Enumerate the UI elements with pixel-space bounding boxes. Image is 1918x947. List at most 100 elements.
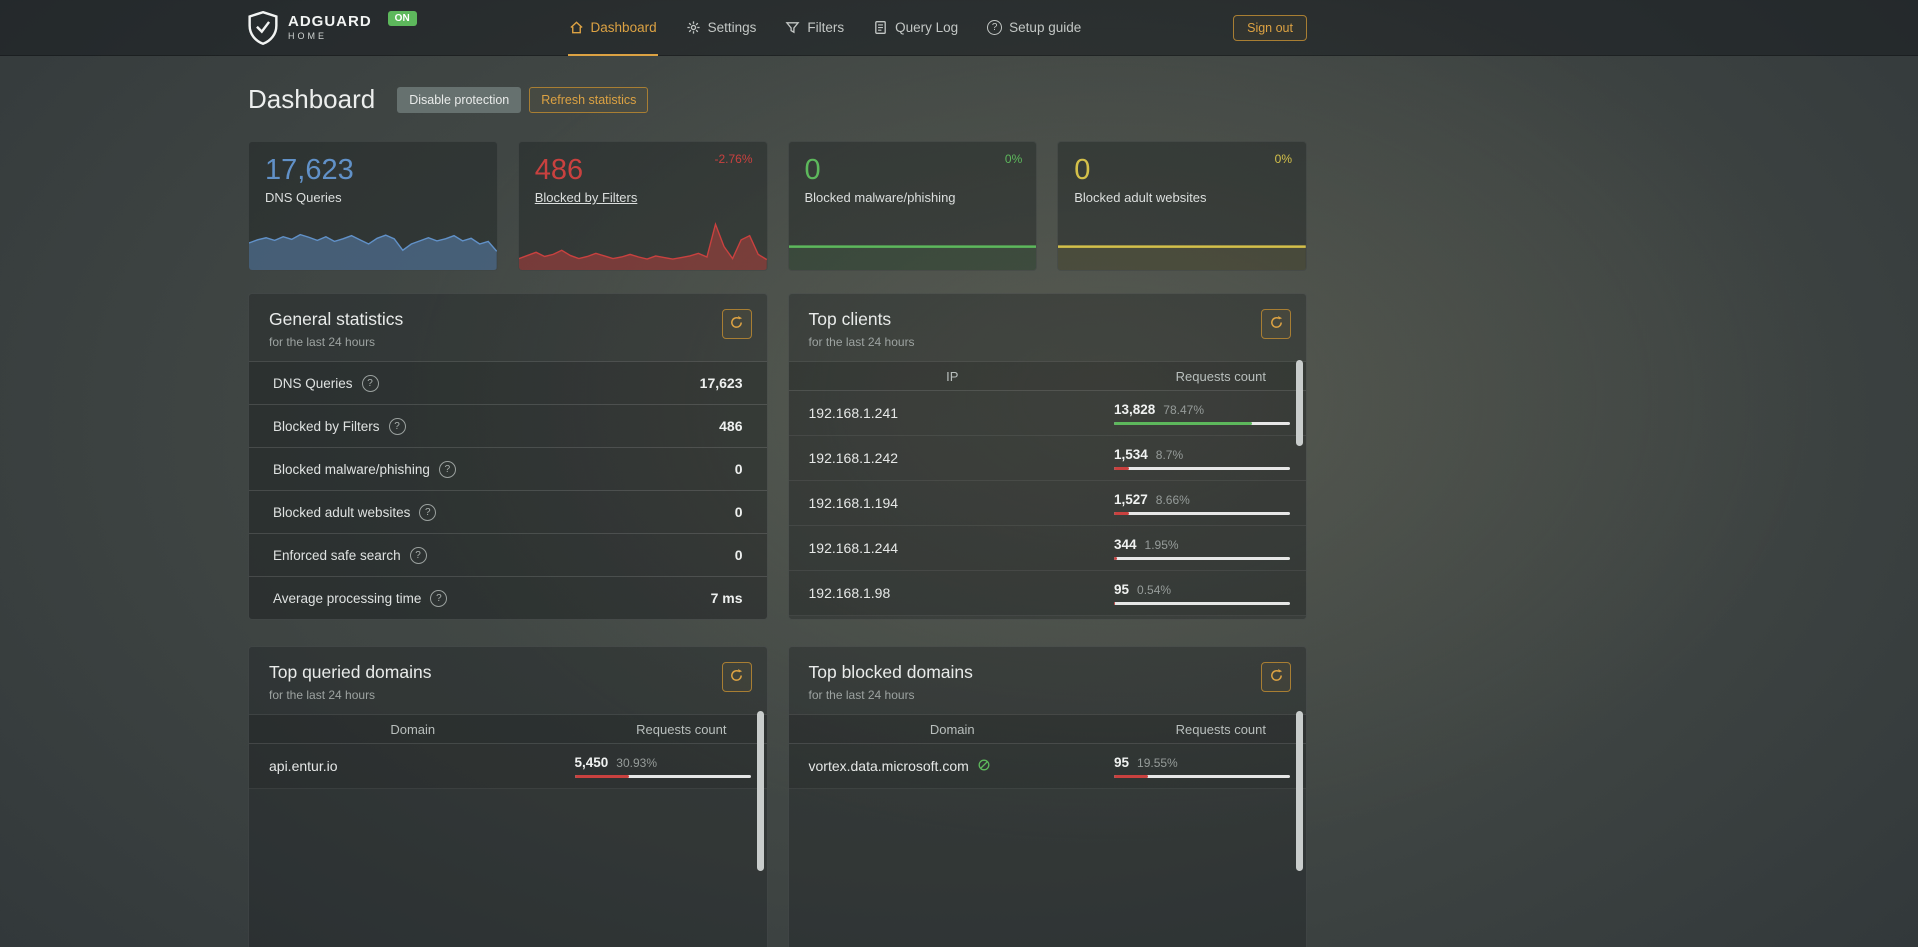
- refresh-icon: [1269, 315, 1284, 333]
- document-icon: [873, 20, 888, 35]
- progress-bar: [1114, 556, 1290, 560]
- table-row: 192.168.1.194 1,527 8.66%: [788, 481, 1306, 526]
- table-row: api.entur.io 5,450 30.93%: [249, 744, 767, 789]
- help-icon[interactable]: ?: [419, 503, 437, 521]
- blocked-filters-value: 486: [534, 154, 584, 186]
- general-statistics-refresh-button[interactable]: [721, 309, 752, 339]
- blocked-filters-link[interactable]: Blocked by Filters: [534, 190, 638, 205]
- help-icon[interactable]: ?: [388, 417, 406, 435]
- client-ip[interactable]: 192.168.1.244: [808, 540, 899, 556]
- client-ip[interactable]: 192.168.1.241: [808, 405, 899, 421]
- blocked-filters-delta: -2.76%: [714, 152, 753, 166]
- help-circle-icon: ?: [987, 19, 1003, 35]
- client-ip[interactable]: 192.168.1.242: [808, 450, 899, 466]
- card-blocked-malware: 0 Blocked malware/phishing 0%: [787, 141, 1038, 271]
- table-row: vortex.data.microsoft.com 95 19.55%: [788, 744, 1306, 789]
- progress-bar: [1114, 466, 1290, 470]
- nav-item-filters[interactable]: Filters: [784, 0, 845, 56]
- top-blocked-domains-panel: Top blocked domains for the last 24 hour…: [787, 646, 1307, 947]
- stat-row: Blocked by Filters? 486: [249, 404, 767, 447]
- home-icon: [569, 20, 584, 35]
- top-blocked-refresh-button[interactable]: [1261, 662, 1291, 692]
- general-statistics-rows: DNS Queries? 17,623 Blocked by Filters? …: [249, 361, 767, 619]
- progress-bar: [1114, 421, 1290, 425]
- stat-row: Enforced safe search? 0: [249, 533, 767, 576]
- top-queried-refresh-button[interactable]: [721, 662, 752, 692]
- scrollbar-thumb[interactable]: [1296, 360, 1303, 446]
- tracker-icon: [977, 758, 991, 775]
- refresh-statistics-button[interactable]: Refresh statistics: [529, 86, 649, 113]
- progress-bar: [1114, 511, 1290, 515]
- top-nav: ADGUARD HOME ON Dashboard Settings: [0, 0, 1918, 56]
- top-queried-title: Top queried domains: [269, 662, 432, 682]
- dns-queries-sparkline: [249, 218, 497, 270]
- top-blocked-title: Top blocked domains: [808, 662, 973, 682]
- help-icon[interactable]: ?: [409, 546, 427, 564]
- client-ip[interactable]: 192.168.1.98: [808, 585, 891, 601]
- scrollbar-thumb[interactable]: [1296, 711, 1303, 871]
- top-blocked-subtitle: for the last 24 hours: [808, 688, 915, 702]
- brand-name: ADGUARD: [288, 13, 372, 31]
- nav-item-dashboard[interactable]: Dashboard: [567, 0, 658, 56]
- brand-logo[interactable]: ADGUARD HOME ON: [248, 0, 417, 56]
- stat-cards: 17,623 DNS Queries 486 Blocked by Filter…: [248, 141, 1307, 271]
- scrollbar-thumb[interactable]: [756, 711, 764, 871]
- client-ip[interactable]: 192.168.1.194: [808, 495, 899, 511]
- help-icon[interactable]: ?: [438, 460, 456, 478]
- table-row: 192.168.1.241 13,828 78.47%: [788, 391, 1306, 436]
- top-clients-table-header: IP Requests count: [788, 361, 1306, 391]
- dns-queries-label: DNS Queries: [265, 190, 342, 205]
- general-statistics-panel: General statistics for the last 24 hours…: [248, 293, 768, 620]
- blocked-adult-label: Blocked adult websites: [1074, 190, 1207, 205]
- nav-item-settings[interactable]: Settings: [685, 0, 758, 56]
- table-row: 192.168.1.98 95 0.54%: [788, 571, 1306, 616]
- blocked-adult-value: 0: [1074, 154, 1091, 186]
- stat-row: Blocked malware/phishing? 0: [249, 447, 767, 490]
- page-title: Dashboard: [248, 84, 376, 114]
- main-nav-menu: Dashboard Settings Filters Query Log: [567, 0, 1083, 56]
- card-blocked-by-filters: 486 Blocked by Filters -2.76%: [517, 141, 768, 271]
- top-queried-domains-panel: Top queried domains for the last 24 hour…: [248, 646, 768, 947]
- table-row: 192.168.1.244 344 1.95%: [788, 526, 1306, 571]
- top-clients-title: Top clients: [808, 309, 892, 329]
- nav-item-setup-guide[interactable]: ? Setup guide: [986, 0, 1082, 56]
- top-clients-refresh-button[interactable]: [1261, 309, 1291, 339]
- refresh-icon: [729, 315, 744, 333]
- blocked-domain[interactable]: vortex.data.microsoft.com: [808, 758, 969, 774]
- stat-row: Average processing time? 7 ms: [249, 576, 767, 619]
- protection-status-badge: ON: [387, 11, 417, 26]
- card-blocked-adult: 0 Blocked adult websites 0%: [1057, 141, 1307, 271]
- top-queried-rows: api.entur.io 5,450 30.93%: [249, 744, 767, 789]
- help-icon[interactable]: ?: [430, 589, 448, 607]
- refresh-icon: [729, 668, 744, 686]
- blocked-malware-sparkline: [788, 218, 1037, 270]
- top-queried-subtitle: for the last 24 hours: [269, 688, 376, 702]
- nav-item-query-log[interactable]: Query Log: [872, 0, 959, 56]
- dashboard-page: Dashboard Disable protection Refresh sta…: [248, 84, 1307, 947]
- refresh-icon: [1269, 668, 1284, 686]
- help-icon[interactable]: ?: [361, 374, 379, 392]
- progress-bar: [1114, 601, 1290, 605]
- top-clients-subtitle: for the last 24 hours: [808, 335, 915, 349]
- general-statistics-subtitle: for the last 24 hours: [269, 335, 376, 349]
- dns-queries-value: 17,623: [265, 154, 354, 186]
- funnel-icon: [785, 20, 800, 35]
- blocked-malware-label: Blocked malware/phishing: [804, 190, 956, 205]
- blocked-malware-delta: 0%: [1004, 152, 1023, 166]
- top-queried-table-header: Domain Requests count: [249, 714, 767, 744]
- table-row: 192.168.1.242 1,534 8.7%: [788, 436, 1306, 481]
- sign-out-button[interactable]: Sign out: [1233, 15, 1307, 41]
- blocked-adult-delta: 0%: [1274, 152, 1292, 166]
- progress-bar: [1114, 774, 1290, 778]
- queried-domain[interactable]: api.entur.io: [269, 758, 338, 774]
- gear-icon: [686, 20, 701, 35]
- blocked-filters-sparkline: [518, 218, 767, 270]
- stat-row: Blocked adult websites? 0: [249, 490, 767, 533]
- disable-protection-button[interactable]: Disable protection: [397, 86, 522, 113]
- shield-logo-icon: [248, 11, 278, 45]
- top-blocked-rows: vortex.data.microsoft.com 95 19.55%: [788, 744, 1306, 789]
- top-clients-panel: Top clients for the last 24 hours IP Req…: [787, 293, 1307, 620]
- card-dns-queries: 17,623 DNS Queries: [248, 141, 498, 271]
- top-blocked-table-header: Domain Requests count: [788, 714, 1306, 744]
- blocked-malware-value: 0: [804, 154, 821, 186]
